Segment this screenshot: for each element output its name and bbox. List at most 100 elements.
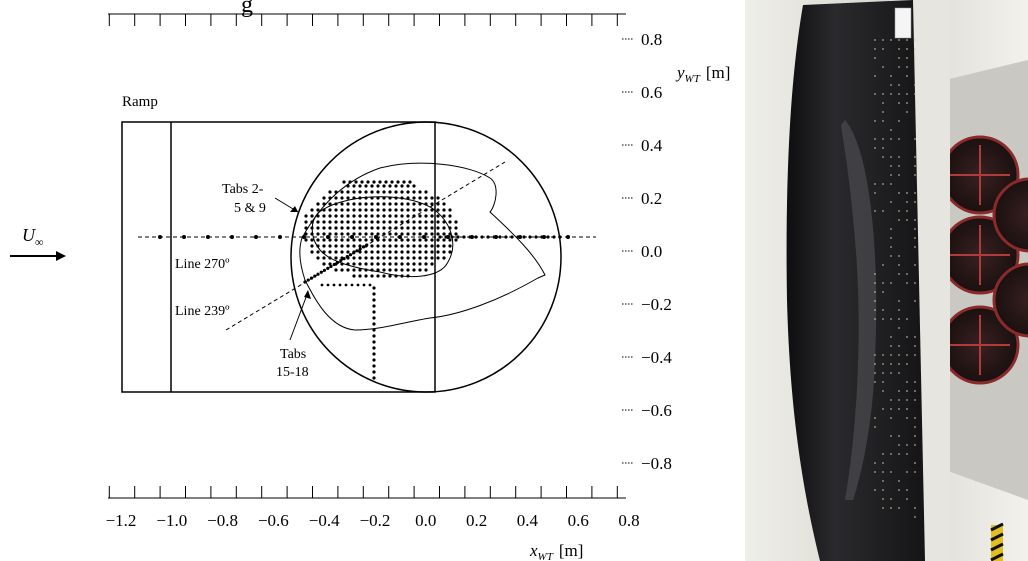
tap-dot <box>388 214 391 217</box>
tap-dot <box>406 256 409 259</box>
tap-dot <box>328 250 331 253</box>
tap-dot <box>388 184 391 187</box>
photo-tap-dot <box>898 489 900 491</box>
photo-tap-dot <box>914 507 916 509</box>
wind-tunnel-photo <box>745 0 1028 561</box>
vertical-tap-line <box>321 284 376 380</box>
tap-dot <box>346 202 349 205</box>
photo-tap-dot <box>898 444 900 446</box>
tap-dot <box>406 262 409 265</box>
tap-dot <box>418 220 421 223</box>
x-tick-label: 0.8 <box>618 511 639 530</box>
tap-dot <box>352 190 355 193</box>
tap-dot <box>352 274 355 277</box>
photo-tap-dot <box>914 66 916 68</box>
photo-tap-dot <box>906 93 908 95</box>
photo-tap-dot <box>906 102 908 104</box>
photo-tap-dot <box>914 165 916 167</box>
photo-tap-dot <box>898 120 900 122</box>
line-270-tap <box>444 235 447 238</box>
tap-dot <box>448 220 451 223</box>
vertical-tap <box>372 352 375 355</box>
tap-dot <box>448 238 451 241</box>
tap-dot <box>394 196 397 199</box>
vertical-tap <box>372 376 375 379</box>
photo-tap-dot <box>898 435 900 437</box>
photo-tap-dot <box>906 471 908 473</box>
photo-tap-dot <box>914 138 916 140</box>
tap-dot <box>316 226 319 229</box>
tap-dot <box>310 250 313 253</box>
photo-tap-dot <box>914 426 916 428</box>
tap-dot <box>346 238 349 241</box>
vertical-tap <box>345 284 348 287</box>
photo-tap-dot <box>914 201 916 203</box>
photo-tap-dot <box>882 93 884 95</box>
photo-tap-dot <box>898 192 900 194</box>
photo-tap-dot <box>882 453 884 455</box>
tap-dot <box>364 238 367 241</box>
tap-dot <box>442 208 445 211</box>
y-tick-label: 0.4 <box>641 136 663 155</box>
photo-tap-dot <box>914 246 916 248</box>
tap-dot <box>370 208 373 211</box>
tap-dot <box>340 262 343 265</box>
tap-dot <box>400 256 403 259</box>
vertical-tap <box>372 334 375 337</box>
tap-dot <box>394 256 397 259</box>
line-270-tap <box>566 235 570 239</box>
tap-dot <box>358 238 361 241</box>
tap-dot <box>406 244 409 247</box>
tap-dot <box>394 262 397 265</box>
tap-dot <box>388 208 391 211</box>
tap-dot <box>316 202 319 205</box>
tap-dot <box>394 250 397 253</box>
photo-tap-dot <box>874 300 876 302</box>
photo-tap-dot <box>890 507 892 509</box>
tap-dot <box>388 268 391 271</box>
photo-tap-dot <box>890 201 892 203</box>
line-270-tap <box>182 235 186 239</box>
tap-dot <box>430 238 433 241</box>
photo-tap-dot <box>906 390 908 392</box>
tap-dot <box>412 226 415 229</box>
photo-tap-dot <box>914 282 916 284</box>
line-270-tap <box>278 235 282 239</box>
tap-dot <box>322 202 325 205</box>
line-270-tap <box>468 235 471 238</box>
photo-tap-dot <box>914 57 916 59</box>
tap-dot <box>430 226 433 229</box>
photo-tap-dot <box>898 363 900 365</box>
photo-tap-dot <box>906 39 908 41</box>
photo-tap-dot <box>914 237 916 239</box>
tap-dot <box>322 220 325 223</box>
line-270-tap <box>398 235 402 239</box>
tap-dot <box>384 180 387 183</box>
tap-dot <box>382 190 385 193</box>
tap-dot <box>316 250 319 253</box>
line-270-tap <box>528 235 531 238</box>
tap-dot <box>406 202 409 205</box>
tap-dot <box>352 268 355 271</box>
tap-dot <box>348 180 351 183</box>
tap-dot <box>376 202 379 205</box>
vertical-tap <box>327 284 330 287</box>
tap-dot <box>388 262 391 265</box>
photo-tap-dot <box>874 309 876 311</box>
line-270-tap <box>558 235 561 238</box>
photo-tap-dot <box>882 318 884 320</box>
line-239-tap <box>342 257 345 260</box>
vertical-tap <box>372 286 375 289</box>
line-270-tap <box>522 235 525 238</box>
tap-dot <box>400 208 403 211</box>
photo-tap-dot <box>874 93 876 95</box>
photo-tap-dot <box>898 300 900 302</box>
photo-tap-dot <box>890 372 892 374</box>
line-239-tap <box>326 267 329 270</box>
tap-dot <box>402 180 405 183</box>
tap-dot <box>322 250 325 253</box>
tap-dot <box>454 220 457 223</box>
photo-tap-dot <box>890 417 892 419</box>
vertical-tap <box>372 298 375 301</box>
tap-dot <box>412 208 415 211</box>
